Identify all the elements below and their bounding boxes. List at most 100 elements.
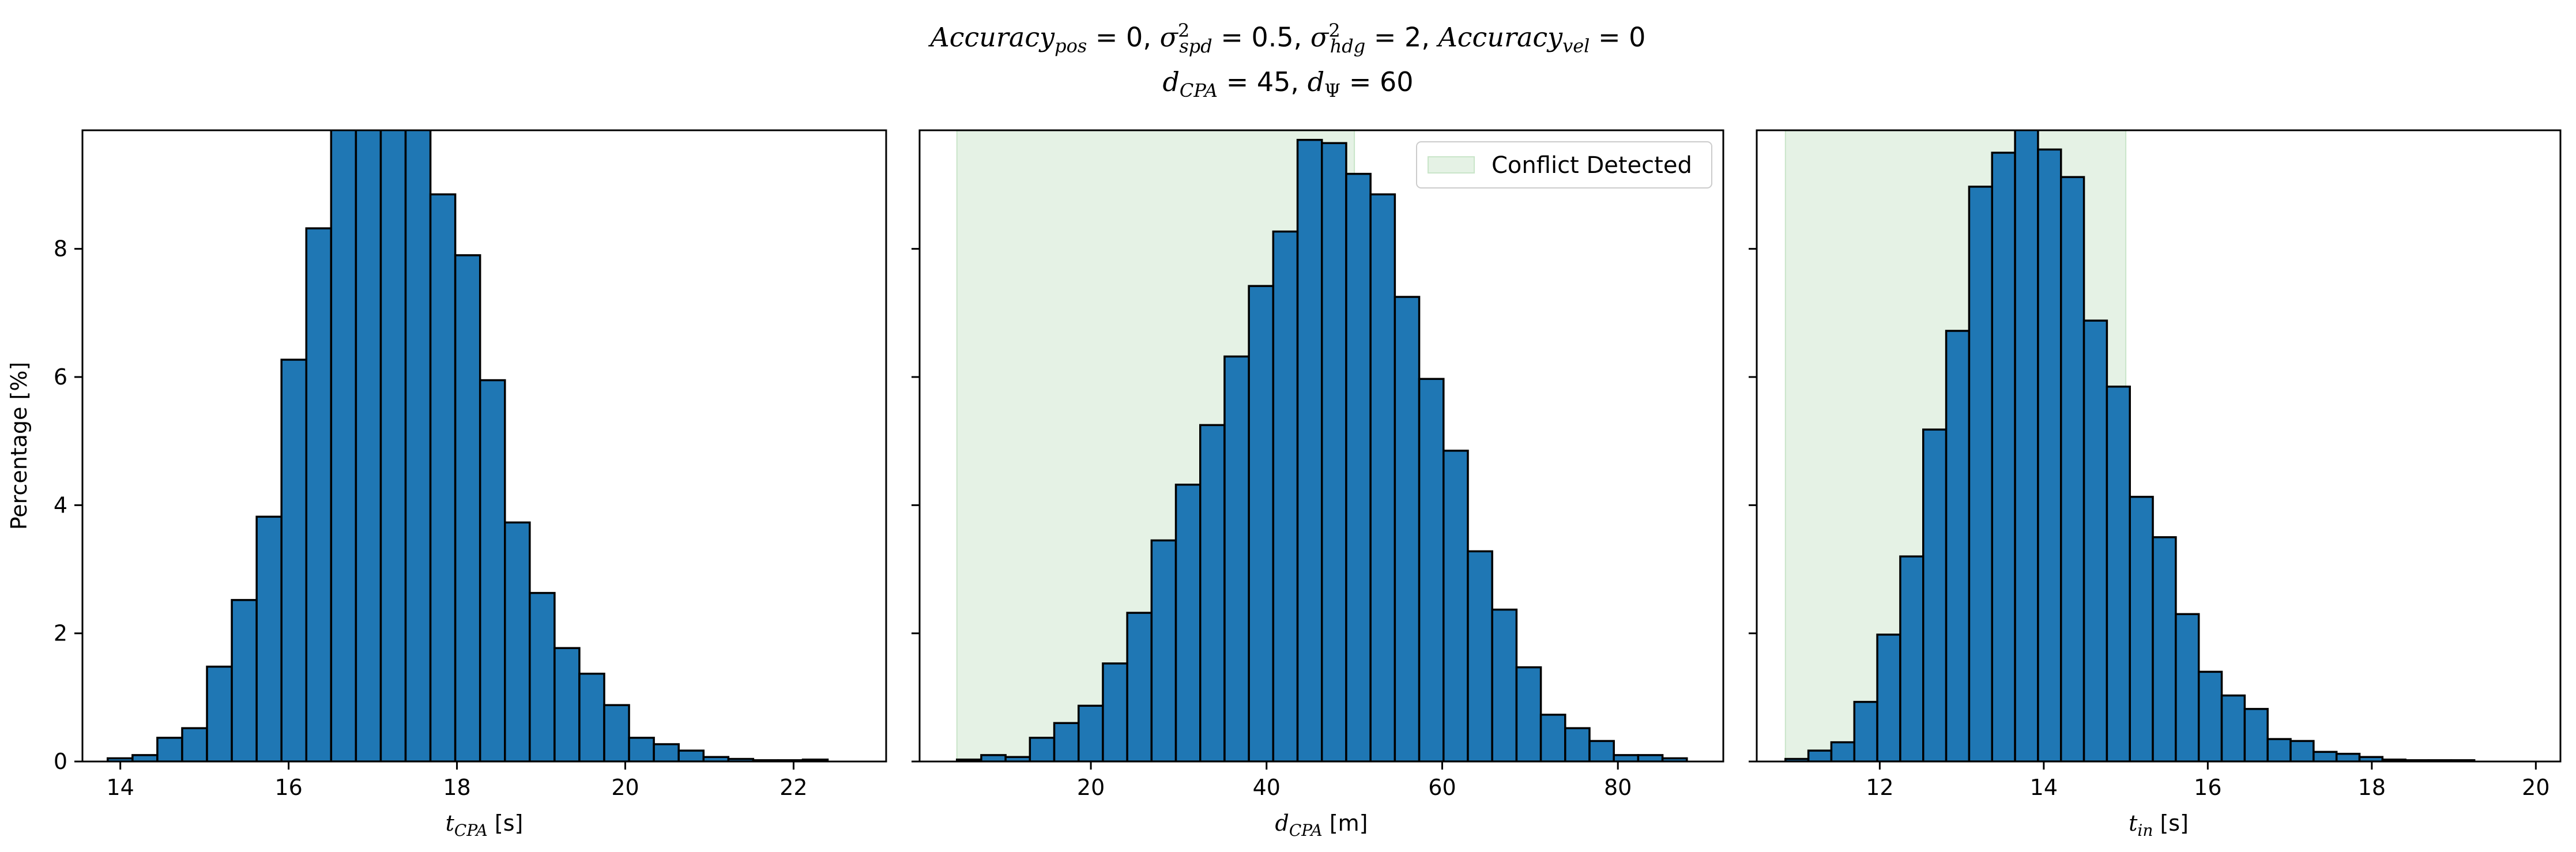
histogram-bar bbox=[1830, 741, 1856, 761]
histogram-bar bbox=[1945, 330, 1971, 761]
y-tick-label: 0 bbox=[54, 749, 67, 774]
x-axis-label: tCPA [s] bbox=[446, 810, 524, 840]
histogram-bar bbox=[131, 754, 159, 761]
histogram-bar bbox=[255, 515, 283, 761]
x-tick-label: 14 bbox=[2030, 775, 2058, 800]
histogram-bar bbox=[1078, 704, 1104, 761]
panel-2: 20 40 60 80 dCPA [m] Conflict Detected bbox=[912, 129, 1724, 840]
histogram-bar bbox=[677, 749, 705, 761]
figure-title: Accuracypos = 0, σ2spd = 0.5, σ2hdg = 2,… bbox=[0, 13, 2576, 108]
histogram-bar bbox=[280, 359, 308, 761]
histogram-bar bbox=[2106, 385, 2131, 761]
histogram-bar bbox=[653, 743, 680, 761]
x-tick-label: 20 bbox=[1077, 775, 1105, 800]
x-tick-label: 40 bbox=[1253, 775, 1281, 800]
histogram-bar bbox=[1296, 138, 1323, 761]
title-line-2: dCPA = 45, dΨ = 60 bbox=[1162, 66, 1414, 101]
histogram-bar bbox=[330, 130, 357, 761]
x-tick-label: 18 bbox=[2358, 775, 2386, 800]
histogram-bar bbox=[1491, 608, 1518, 761]
legend-swatch bbox=[1428, 156, 1475, 174]
histogram-bar bbox=[2243, 708, 2269, 761]
y-tick-label: 4 bbox=[54, 492, 67, 518]
x-axis-label: tin [s] bbox=[2129, 810, 2189, 840]
histogram-bar bbox=[2266, 738, 2292, 761]
histogram-bar bbox=[1321, 142, 1347, 761]
histogram-bar bbox=[980, 754, 1007, 761]
histogram-bar bbox=[305, 227, 333, 761]
histogram-bar bbox=[1467, 550, 1493, 761]
histogram-bar bbox=[231, 599, 258, 761]
plot-area bbox=[107, 130, 829, 761]
x-tick-label: 80 bbox=[1604, 775, 1632, 800]
histogram-bar bbox=[1922, 428, 1948, 761]
x-tick-label: 16 bbox=[2194, 775, 2221, 800]
y-tick-label: 8 bbox=[54, 236, 67, 262]
x-tick-label: 20 bbox=[611, 775, 639, 800]
histogram-bar bbox=[1515, 666, 1542, 761]
histogram-bar bbox=[404, 130, 432, 761]
histogram-bar bbox=[2313, 751, 2338, 761]
histogram-bar bbox=[1899, 555, 1925, 761]
histogram-bar bbox=[2037, 148, 2062, 761]
histogram-bar bbox=[1345, 172, 1372, 761]
histogram-bar bbox=[578, 672, 605, 761]
legend: Conflict Detected bbox=[1416, 141, 1712, 189]
histogram-bar bbox=[1369, 193, 1396, 761]
histogram-bar bbox=[1126, 612, 1153, 761]
histogram-bar bbox=[628, 737, 655, 761]
histogram-bar bbox=[1539, 714, 1566, 761]
y-tick-label: 6 bbox=[54, 364, 67, 390]
title-line-1: Accuracypos = 0, σ2spd = 0.5, σ2hdg = 2,… bbox=[930, 20, 1646, 57]
histogram-bar bbox=[2335, 752, 2361, 761]
panel-3: 12 14 16 18 20 tin [s] bbox=[1749, 129, 2562, 840]
x-tick-label: 18 bbox=[443, 775, 470, 800]
axes-frame bbox=[918, 129, 1724, 763]
histogram-bar bbox=[479, 379, 506, 761]
histogram-bar bbox=[454, 254, 481, 761]
histogram-bar bbox=[1418, 378, 1445, 761]
histogram-bar bbox=[1991, 152, 2016, 761]
panel-1: 14 16 18 20 22 0 2 4 6 8 tCPA [s] Percentage [%] bbox=[6, 129, 887, 840]
histogram-bar bbox=[1102, 662, 1128, 761]
y-tick-label: 2 bbox=[54, 621, 67, 646]
histogram-bar bbox=[1443, 450, 1469, 761]
x-tick-label: 22 bbox=[779, 775, 807, 800]
histogram-bar bbox=[1029, 737, 1056, 761]
histogram-bar bbox=[504, 521, 531, 761]
histogram-bar bbox=[1564, 727, 1591, 761]
x-tick-label: 12 bbox=[1866, 775, 1893, 800]
x-tick-label: 20 bbox=[2522, 775, 2549, 800]
histogram-bar bbox=[1613, 754, 1640, 761]
x-tick-label: 14 bbox=[107, 775, 134, 800]
histogram-bar bbox=[1588, 740, 1615, 761]
histogram-bar bbox=[379, 130, 407, 761]
histogram-bar bbox=[2082, 319, 2108, 761]
histogram-bar bbox=[1637, 754, 1664, 761]
histogram-bar bbox=[553, 647, 581, 761]
histogram-bar bbox=[1968, 186, 1993, 761]
histogram-bar bbox=[1876, 634, 1901, 761]
histogram-bar bbox=[355, 130, 382, 761]
legend-box bbox=[1416, 141, 1712, 189]
histogram-bar bbox=[181, 727, 208, 761]
histogram-bar bbox=[1174, 484, 1202, 761]
x-tick-label: 16 bbox=[274, 775, 302, 800]
histogram-bar bbox=[2289, 740, 2315, 761]
x-tick-label: 60 bbox=[1428, 775, 1456, 800]
histogram-bar bbox=[1661, 757, 1688, 761]
histogram-bar bbox=[2152, 536, 2177, 761]
histogram-bar bbox=[603, 704, 630, 761]
plot-area bbox=[955, 130, 1688, 761]
legend-label: Conflict Detected bbox=[1492, 152, 1692, 179]
histogram-bar bbox=[429, 193, 457, 761]
histogram-bar bbox=[1150, 539, 1177, 761]
histogram-bar bbox=[206, 665, 233, 761]
histogram-bar bbox=[1394, 296, 1421, 761]
histogram-bar bbox=[2059, 176, 2085, 761]
histogram-bar bbox=[1248, 285, 1275, 761]
histogram-bar bbox=[1807, 749, 1833, 761]
histogram-bar bbox=[2197, 670, 2223, 761]
histogram-bar bbox=[1053, 722, 1080, 761]
